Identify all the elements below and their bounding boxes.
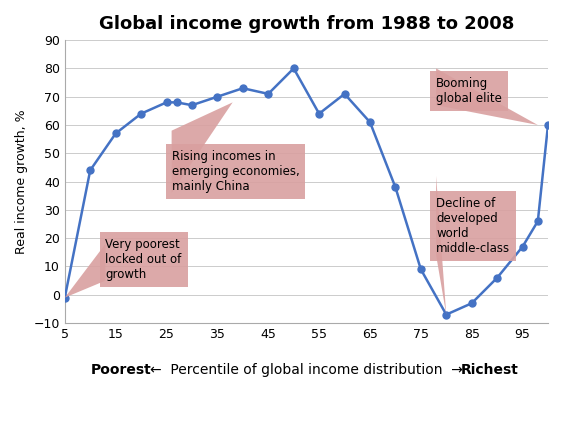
- Text: Booming
global elite: Booming global elite: [436, 77, 502, 105]
- Text: Very poorest
locked out of
growth: Very poorest locked out of growth: [105, 238, 182, 281]
- Text: Richest: Richest: [461, 363, 519, 377]
- Text: Rising incomes in
emerging economies,
mainly China: Rising incomes in emerging economies, ma…: [172, 150, 300, 193]
- Title: Global income growth from 1988 to 2008: Global income growth from 1988 to 2008: [99, 15, 514, 33]
- Text: ←  Percentile of global income distribution  →: ← Percentile of global income distributi…: [150, 363, 463, 377]
- Text: Poorest: Poorest: [91, 363, 152, 377]
- Polygon shape: [65, 244, 105, 298]
- Y-axis label: Real income growth, %: Real income growth, %: [15, 109, 28, 254]
- Polygon shape: [436, 176, 446, 314]
- Text: Decline of
developed
world
middle-class: Decline of developed world middle-class: [436, 197, 510, 255]
- Polygon shape: [172, 102, 233, 193]
- Polygon shape: [436, 68, 538, 125]
